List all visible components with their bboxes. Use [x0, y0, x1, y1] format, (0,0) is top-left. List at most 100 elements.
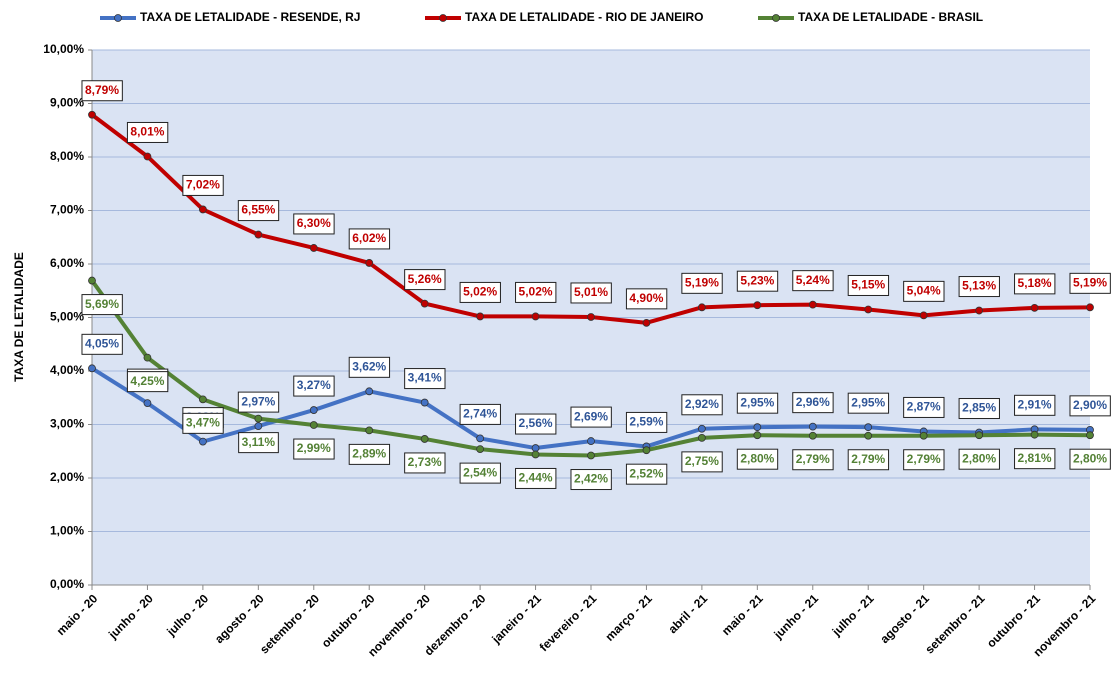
data-label-text: 2,44% [519, 471, 553, 485]
y-tick-label: 8,00% [50, 149, 84, 163]
data-label-box [792, 449, 834, 471]
data-label-text: 2,92% [685, 397, 719, 411]
x-tick-label: julho - 21 [829, 591, 877, 639]
data-label-text: 2,87% [907, 400, 941, 414]
data-point [88, 110, 96, 119]
data-point [254, 230, 263, 239]
data-point [975, 431, 984, 440]
y-tick-label: 9,00% [50, 96, 84, 110]
data-label-text: 2,80% [740, 451, 774, 465]
data-label-text: 2,73% [408, 455, 442, 469]
data-point [254, 422, 263, 431]
data-point [476, 434, 485, 443]
data-label-text: 5,01% [574, 285, 608, 299]
data-label: 2,90% [1069, 395, 1111, 417]
data-label-box [1069, 395, 1111, 417]
data-point [365, 259, 374, 267]
data-label: 2,69% [570, 406, 612, 428]
data-label: 2,79% [903, 449, 945, 471]
data-label-box [126, 371, 169, 393]
data-point [1086, 303, 1094, 312]
data-point [88, 364, 96, 373]
data-label-text: 8,79% [85, 83, 119, 97]
data-label: 6,30% [293, 213, 335, 235]
data-label-text: 2,90% [1073, 398, 1107, 412]
x-tick-label: março - 21 [602, 591, 655, 644]
data-label-box [126, 121, 169, 143]
data-label-box [237, 200, 280, 222]
data-label: 2,73% [404, 452, 446, 474]
x-tick-label: setembro - 21 [922, 591, 987, 656]
data-label: 5,18% [1014, 273, 1056, 295]
data-point [254, 414, 263, 423]
data-label: 2,75% [681, 451, 723, 473]
data-label: 3,27% [293, 375, 335, 397]
data-label-box [903, 396, 945, 418]
data-label: 5,15% [847, 274, 890, 296]
y-tick-label: 3,00% [50, 417, 84, 431]
data-label: 2,52% [625, 463, 668, 485]
data-label-text: 5,26% [408, 272, 442, 286]
data-point [420, 435, 429, 443]
data-label-text: 6,55% [241, 203, 275, 217]
y-tick-label: 6,00% [50, 256, 84, 270]
data-label-box [459, 281, 501, 303]
data-label-box [847, 392, 890, 414]
data-label: 3,47% [182, 412, 224, 434]
data-point [808, 422, 817, 431]
data-point [476, 445, 485, 454]
x-tick-label: julho - 20 [163, 591, 211, 639]
data-point [864, 423, 873, 432]
x-tick-label: junho - 20 [105, 591, 156, 642]
data-label-text: 4,25% [130, 374, 164, 388]
data-label-box [515, 413, 557, 435]
data-point [753, 301, 762, 310]
data-point [642, 318, 651, 327]
data-label-text: 5,13% [962, 279, 996, 293]
x-tick-label: janeiro - 21 [489, 591, 545, 647]
data-label-box [182, 174, 224, 196]
data-label: 2,92% [681, 394, 723, 416]
data-label-box [515, 281, 557, 303]
data-label-box [404, 452, 446, 474]
data-label-box [404, 269, 446, 291]
legend-item: TAXA DE LETALIDADE - RESENDE, RJ [100, 10, 360, 24]
data-label-box [570, 282, 612, 304]
data-label-box [404, 368, 446, 390]
data-label-text: 2,96% [796, 395, 830, 409]
data-label-box [847, 449, 890, 471]
data-label: 3,62% [348, 356, 391, 378]
data-label: 5,24% [792, 270, 834, 292]
data-label-box [681, 272, 723, 294]
data-point [88, 276, 96, 285]
data-label-box [81, 80, 123, 102]
data-label: 8,79% [81, 80, 123, 102]
data-label-text: 5,02% [519, 285, 553, 299]
data-label-text: 6,02% [352, 231, 386, 245]
data-label-text: 7,02% [186, 178, 220, 192]
data-label-box [736, 392, 779, 414]
data-point [198, 205, 207, 214]
y-tick-label: 10,00% [43, 42, 84, 56]
data-label-text: 2,69% [574, 409, 608, 423]
legend-label: TAXA DE LETALIDADE - RESENDE, RJ [140, 10, 360, 24]
data-label-box [625, 411, 668, 433]
data-label: 2,59% [625, 411, 668, 433]
data-label: 2,54% [459, 462, 501, 484]
y-tick-label: 4,00% [50, 363, 84, 377]
data-label: 2,79% [792, 449, 834, 471]
data-label: 5,26% [404, 269, 446, 291]
legend-label: TAXA DE LETALIDADE - RIO DE JANEIRO [465, 10, 703, 24]
data-point [365, 387, 374, 396]
data-label-text: 3,62% [352, 360, 386, 374]
data-label: 2,42% [570, 469, 612, 491]
data-label: 2,74% [459, 403, 501, 425]
data-point [587, 451, 595, 460]
x-tick-label: maio - 21 [719, 591, 766, 638]
data-label-box [625, 463, 668, 485]
x-tick-label: agosto - 20 [212, 591, 267, 646]
data-label: 2,85% [958, 398, 1000, 420]
y-tick-label: 5,00% [50, 310, 84, 324]
data-label-text: 5,69% [85, 297, 119, 311]
y-axis-label: TAXA DE LETALIDADE [12, 252, 26, 382]
